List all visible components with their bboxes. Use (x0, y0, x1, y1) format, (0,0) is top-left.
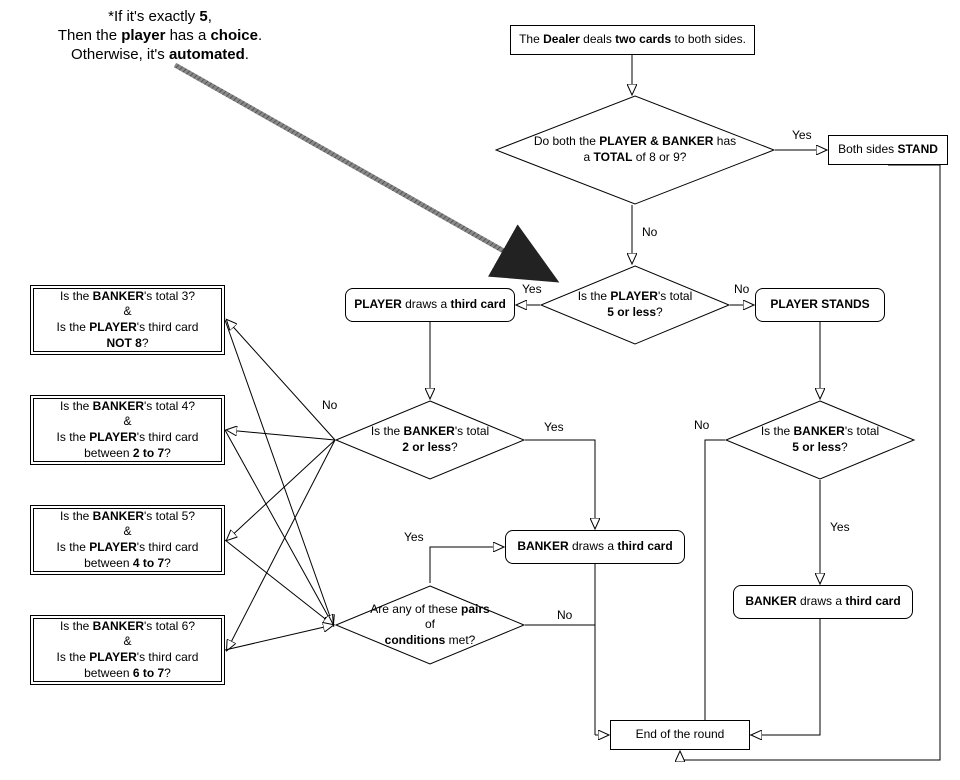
node-banker-draws-1: BANKER draws a third card (505, 530, 685, 564)
node-player-draws: PLAYER draws a third card (345, 288, 515, 322)
label-d1-no: No (640, 225, 659, 239)
node-banker-draws-2: BANKER draws a third card (733, 585, 913, 619)
decision-natural: Do both the PLAYER & BANKER has a TOTAL … (495, 95, 775, 205)
label-d5-yes: Yes (402, 530, 426, 544)
cond-banker-4: Is the BANKER's total 4? & Is the PLAYER… (30, 395, 225, 465)
node-end: End of the round (610, 720, 750, 750)
label-d3-no: No (320, 398, 339, 412)
cond-banker-6: Is the BANKER's total 6? & Is the PLAYER… (30, 615, 225, 685)
node-both-stand: Both sides STAND (828, 135, 948, 165)
cond-banker-3: Is the BANKER's total 3? & Is the PLAYER… (30, 285, 225, 355)
label-d2-no: No (732, 282, 751, 296)
decision-banker-5: Is the BANKER's total 5 or less? (725, 400, 915, 480)
node-start: The Dealer deals two cards to both sides… (510, 25, 755, 55)
label-d4-no: No (692, 418, 711, 432)
label-d2-yes: Yes (520, 282, 544, 296)
label-d5-no: No (555, 608, 574, 622)
label-d3-yes: Yes (542, 420, 566, 434)
node-player-stands: PLAYER STANDS (755, 288, 885, 322)
decision-player-5: Is the PLAYER's total 5 or less? (540, 265, 730, 345)
decision-banker-2: Is the BANKER's total 2 or less? (335, 400, 525, 480)
annotation-note: *If it's exactly 5, Then the player has … (30, 8, 290, 64)
cond-banker-5: Is the BANKER's total 5? & Is the PLAYER… (30, 505, 225, 575)
decision-pairs: Are any of these pairs of conditions met… (335, 585, 525, 665)
label-d1-yes: Yes (790, 128, 814, 142)
label-d4-yes: Yes (828, 520, 852, 534)
